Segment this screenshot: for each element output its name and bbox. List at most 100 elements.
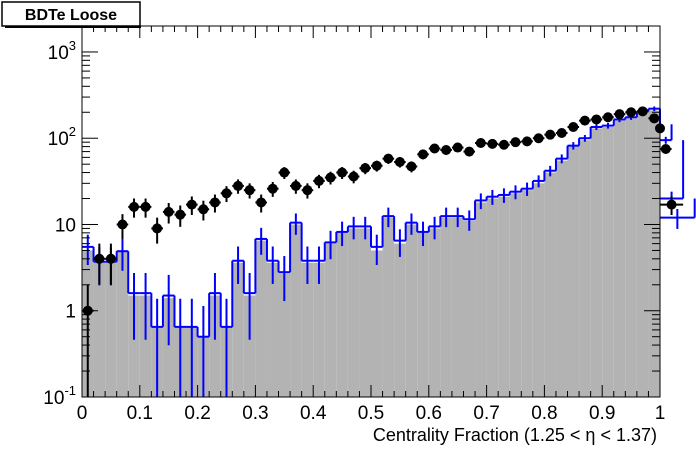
- filled-bar: [648, 110, 660, 397]
- data-point: [556, 127, 567, 138]
- filled-bar: [359, 228, 371, 397]
- x-axis: 0 0.1 0.2 0.3 0.4 0.5 0.6 0.7 0.8 0.9 1: [77, 26, 665, 424]
- data-point: [267, 183, 278, 194]
- filled-bar: [301, 262, 314, 397]
- data-point: [279, 167, 290, 178]
- filled-bar: [255, 240, 267, 397]
- filled-bar: [266, 262, 279, 397]
- filled-bar: [602, 126, 614, 397]
- data-point: [568, 121, 579, 132]
- data-point: [383, 153, 394, 164]
- filled-bar: [278, 273, 291, 397]
- y-tick-label: 10-1: [43, 383, 76, 409]
- data-point: [290, 180, 301, 191]
- chart-title: BDTe Loose: [25, 7, 117, 24]
- filled-bar: [371, 250, 383, 397]
- data-point: [244, 185, 255, 196]
- x-tick-label: 0.9: [589, 403, 615, 424]
- x-tick-label: 0.2: [184, 403, 210, 424]
- filled-bar: [521, 190, 533, 397]
- data-point: [579, 115, 590, 126]
- data-point: [209, 197, 220, 208]
- data-point: [406, 161, 417, 172]
- filled-bar: [509, 193, 522, 397]
- data-point: [186, 199, 197, 210]
- filled-bar: [162, 298, 175, 397]
- filled-bar: [498, 196, 510, 397]
- data-point: [337, 167, 348, 178]
- x-tick-label: 0.6: [416, 403, 442, 424]
- filled-bar: [532, 183, 545, 397]
- data-point: [418, 149, 429, 160]
- filled-bar: [613, 120, 626, 398]
- data-point: [666, 199, 677, 210]
- filled-bar: [590, 128, 603, 397]
- data-point: [129, 201, 140, 212]
- data-point: [464, 146, 475, 157]
- data-point: [637, 106, 648, 117]
- filled-histogram-series: [82, 110, 660, 398]
- data-point: [221, 188, 232, 199]
- filled-bar: [232, 262, 244, 397]
- data-point: [325, 172, 336, 183]
- data-point: [371, 160, 382, 171]
- data-point: [533, 133, 544, 144]
- data-point: [140, 201, 151, 212]
- filled-bar: [555, 160, 568, 397]
- filled-bar: [405, 224, 418, 397]
- data-point: [117, 219, 128, 230]
- data-point: [487, 138, 498, 149]
- data-point: [626, 107, 637, 118]
- filled-bar: [290, 224, 302, 397]
- filled-bar: [417, 232, 429, 397]
- filled-bar: [93, 262, 106, 397]
- x-tick-label: 0.1: [127, 403, 153, 424]
- x-tick-label: 0.3: [242, 403, 268, 424]
- x-tick-label: 0: [77, 403, 88, 424]
- filled-bar: [428, 228, 441, 397]
- y-tick-label: 1: [65, 302, 76, 323]
- data-point: [105, 253, 116, 264]
- data-point: [660, 144, 671, 155]
- filled-bar: [440, 217, 452, 397]
- y-tick-label: 103: [48, 38, 76, 64]
- data-point: [94, 253, 105, 264]
- filled-bar: [544, 172, 556, 397]
- filled-bar: [116, 251, 129, 397]
- data-point: [498, 139, 509, 150]
- filled-bar: [451, 217, 464, 397]
- data-point: [360, 163, 371, 174]
- data-point: [475, 138, 486, 149]
- title-box: BDTe Loose: [1, 1, 141, 28]
- data-point: [302, 185, 313, 196]
- data-point: [614, 109, 625, 120]
- filled-bar: [347, 228, 360, 397]
- filled-bar: [486, 198, 499, 397]
- data-point: [198, 204, 209, 215]
- filled-bar: [567, 146, 580, 397]
- filled-bar: [382, 217, 395, 397]
- data-point: [602, 112, 613, 123]
- data-point: [522, 136, 533, 147]
- filled-bar: [579, 140, 591, 397]
- data-point: [441, 145, 452, 156]
- filled-bar: [105, 262, 117, 397]
- data-point: [256, 197, 267, 208]
- filled-bar: [394, 243, 406, 397]
- data-point: [163, 206, 174, 217]
- data-point: [649, 113, 660, 124]
- data-points-series: [82, 106, 684, 397]
- filled-bar: [636, 112, 649, 397]
- data-point: [452, 142, 463, 153]
- x-axis-title: Centrality Fraction (1.25 < η < 1.37): [373, 425, 657, 445]
- data-point: [429, 143, 440, 154]
- data-point: [348, 171, 359, 182]
- x-tick-label: 0.8: [531, 403, 557, 424]
- filled-bar: [625, 118, 637, 397]
- filled-bar: [128, 295, 140, 397]
- data-point: [175, 209, 186, 220]
- filled-bar: [209, 295, 221, 397]
- filled-bar: [475, 202, 487, 397]
- x-tick-label: 0.4: [300, 403, 327, 424]
